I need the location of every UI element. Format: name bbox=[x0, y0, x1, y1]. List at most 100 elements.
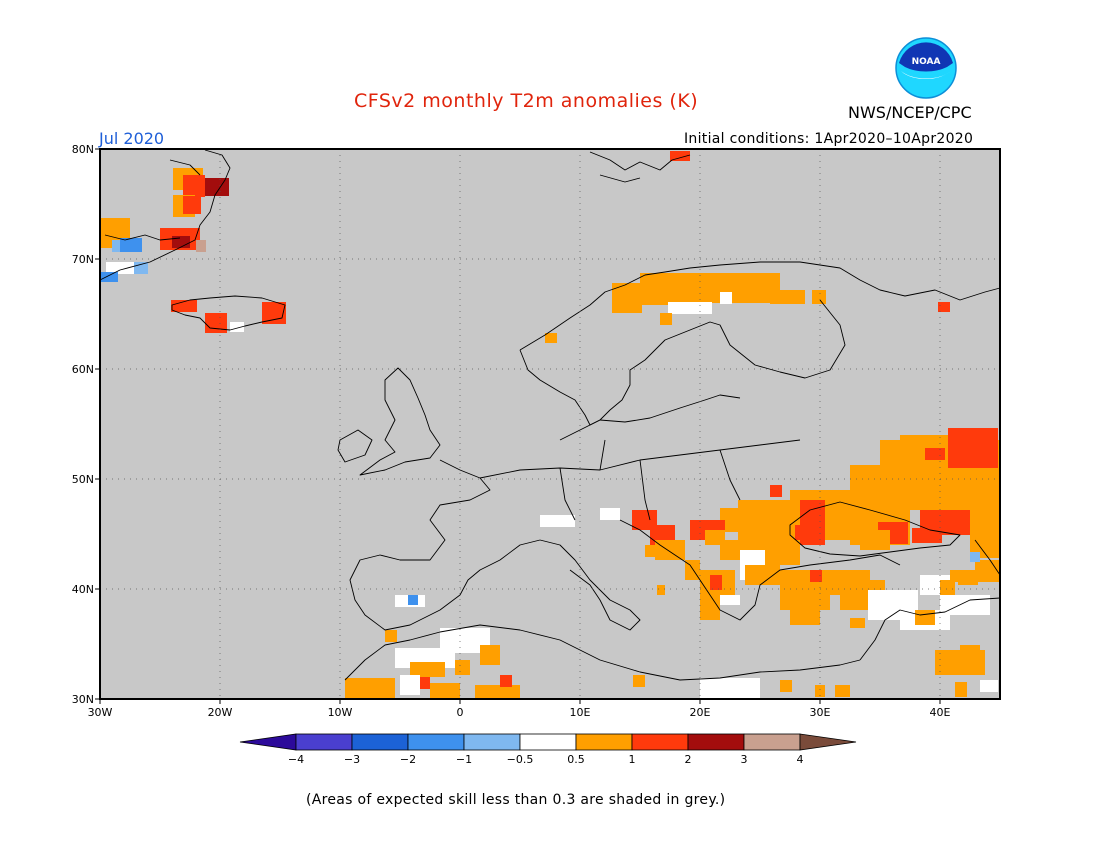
anomaly-cell bbox=[172, 236, 190, 248]
anomaly-cell bbox=[790, 600, 820, 625]
anomaly-cell bbox=[940, 595, 990, 615]
coastline bbox=[99, 149, 231, 281]
anomaly-cell bbox=[134, 262, 148, 274]
lat-label: 60N bbox=[72, 363, 94, 376]
coastline bbox=[619, 519, 901, 621]
noaa-logo-text: NOAA bbox=[912, 57, 941, 67]
valid-month-label: Jul 2020 bbox=[99, 129, 165, 148]
anomaly-cell bbox=[810, 570, 822, 582]
colorbar-swatch bbox=[575, 733, 633, 751]
colorbar-arrow-left bbox=[239, 733, 297, 751]
anomaly-cell bbox=[655, 540, 685, 560]
anomaly-cell bbox=[780, 680, 792, 692]
colorbar-label: −0.5 bbox=[507, 753, 534, 766]
anomaly-cell bbox=[345, 678, 395, 698]
colorbar-swatch bbox=[519, 733, 577, 751]
anomaly-cell bbox=[600, 508, 620, 520]
anomaly-cell bbox=[106, 262, 142, 274]
anomaly-cell bbox=[645, 545, 657, 557]
latitude-labels: 80N 70N 60N 50N 40N 30N bbox=[72, 143, 100, 706]
coastline bbox=[519, 299, 846, 426]
anomaly-cell bbox=[770, 485, 782, 497]
anomaly-cell bbox=[912, 528, 942, 543]
lon-label: 30W bbox=[88, 706, 113, 719]
anomaly-cell bbox=[262, 302, 286, 324]
map-frame bbox=[99, 148, 1001, 700]
lon-label: 0 bbox=[457, 706, 464, 719]
lat-label: 70N bbox=[72, 253, 94, 266]
anomaly-cells bbox=[100, 151, 1000, 700]
color-bar-labels: −4 −3 −2 −1 −0.5 0.5 1 2 3 4 bbox=[288, 753, 804, 766]
anomaly-cell bbox=[400, 675, 420, 695]
anomaly-cell bbox=[183, 175, 205, 197]
anomaly-cell bbox=[770, 290, 805, 304]
colorbar-label: 4 bbox=[797, 753, 804, 766]
colorbar-label: −1 bbox=[456, 753, 472, 766]
lon-label: 20E bbox=[690, 706, 711, 719]
lon-label: 10W bbox=[328, 706, 353, 719]
anomaly-cell bbox=[120, 238, 142, 252]
colorbar-label: 2 bbox=[685, 753, 692, 766]
anomaly-cell bbox=[545, 333, 557, 343]
colorbar-label: −3 bbox=[344, 753, 360, 766]
coastline bbox=[859, 597, 1001, 661]
colorbar-label: 0.5 bbox=[567, 753, 585, 766]
anomaly-cell bbox=[230, 322, 244, 332]
anomaly-cell bbox=[955, 682, 967, 697]
coastline bbox=[349, 459, 541, 631]
skill-footnote: (Areas of expected skill less than 0.3 a… bbox=[306, 792, 726, 808]
coastline bbox=[479, 439, 801, 521]
colorbar-swatch bbox=[631, 733, 689, 751]
skill-grey-background bbox=[100, 149, 1000, 699]
coastline bbox=[344, 624, 861, 681]
colorbar-swatch bbox=[687, 733, 745, 751]
coastline bbox=[589, 151, 691, 183]
graticule bbox=[100, 149, 1000, 699]
longitude-labels: 30W 20W 10W 0 10E 20E 30E 40E bbox=[88, 699, 951, 719]
anomaly-cell bbox=[205, 178, 229, 196]
anomaly-cell bbox=[670, 151, 690, 161]
coastline bbox=[519, 261, 1001, 351]
anomaly-cell bbox=[812, 290, 826, 304]
anomaly-cell bbox=[196, 240, 206, 252]
color-bar bbox=[239, 733, 857, 751]
anomaly-cell bbox=[171, 300, 197, 312]
anomaly-cell bbox=[500, 675, 512, 687]
anomaly-cell bbox=[668, 302, 712, 314]
organization-label: NWS/NCEP/CPC bbox=[848, 103, 972, 122]
lon-label: 20W bbox=[208, 706, 233, 719]
anomaly-cell bbox=[480, 645, 500, 665]
anomaly-cell bbox=[455, 660, 470, 675]
anomaly-cell bbox=[960, 645, 980, 660]
anomaly-cell bbox=[710, 575, 722, 590]
coastline bbox=[789, 501, 961, 557]
colorbar-swatch bbox=[295, 733, 353, 751]
coastline bbox=[359, 367, 441, 476]
anomaly-cell bbox=[850, 618, 865, 628]
lat-label: 80N bbox=[72, 143, 94, 156]
anomaly-cell bbox=[100, 272, 118, 282]
chart-title: CFSv2 monthly T2m anomalies (K) bbox=[354, 90, 699, 112]
anomaly-cell bbox=[720, 508, 742, 532]
coastline bbox=[171, 295, 286, 331]
anomaly-cell bbox=[720, 595, 740, 605]
noaa-logo: NOAA bbox=[895, 37, 957, 99]
anomaly-cell bbox=[745, 565, 780, 585]
colorbar-arrow-right bbox=[799, 733, 857, 751]
coastline bbox=[337, 429, 373, 463]
anomaly-cell bbox=[760, 540, 800, 565]
coastline bbox=[559, 394, 741, 441]
anomaly-cell bbox=[860, 530, 890, 550]
colorbar-swatch bbox=[463, 733, 521, 751]
colorbar-label: −2 bbox=[400, 753, 416, 766]
anomaly-cell bbox=[938, 302, 950, 312]
anomaly-cell bbox=[540, 515, 575, 527]
anomaly-cell bbox=[475, 685, 520, 700]
anomaly-cell bbox=[795, 525, 825, 545]
anomaly-cell bbox=[657, 585, 665, 595]
coastline bbox=[539, 539, 641, 631]
colorbar-label: −4 bbox=[288, 753, 304, 766]
lon-label: 10E bbox=[570, 706, 591, 719]
anomaly-cell bbox=[410, 662, 445, 677]
